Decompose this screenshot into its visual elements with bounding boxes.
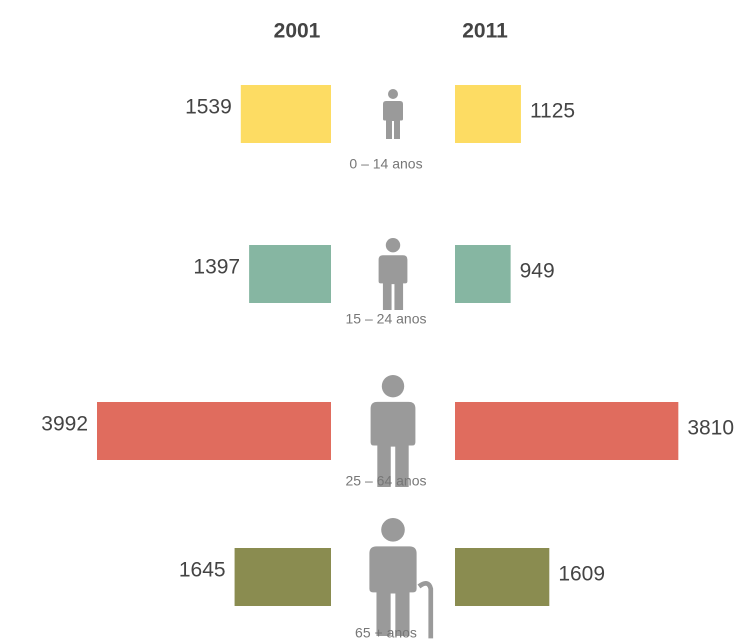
icon-body: [383, 101, 403, 139]
icon-body: [378, 255, 408, 310]
person-icon: [378, 238, 408, 310]
bar: [455, 402, 679, 460]
bar: [240, 85, 331, 143]
person-icon: [370, 375, 416, 487]
bar: [455, 245, 511, 303]
value-label: 3810: [687, 417, 734, 440]
bar: [249, 245, 331, 303]
icon-body: [369, 546, 417, 636]
icon-body: [370, 401, 416, 487]
person-icon: [369, 518, 434, 639]
icon-head: [381, 518, 405, 542]
series-label: 2001: [274, 20, 321, 43]
bar: [97, 402, 331, 460]
category-label: 0 – 14 anos: [349, 156, 422, 172]
bar: [455, 548, 550, 606]
person-icon: [383, 89, 403, 139]
category-label: 25 – 64 anos: [346, 473, 427, 489]
icon-cane: [417, 581, 434, 639]
icon-head: [385, 238, 401, 253]
category-label: 65 + anos: [355, 625, 417, 641]
icon-head: [388, 89, 398, 99]
value-label: 949: [520, 260, 555, 283]
value-label: 1609: [558, 563, 605, 586]
icon-head: [381, 375, 405, 398]
bar: [455, 85, 521, 143]
bar: [234, 548, 331, 606]
series-label: 2011: [462, 20, 508, 43]
value-label: 3992: [41, 413, 88, 436]
value-label: 1645: [179, 559, 226, 582]
value-label: 1125: [530, 100, 575, 123]
category-label: 15 – 24 anos: [346, 311, 427, 327]
value-label: 1397: [193, 256, 240, 279]
value-label: 1539: [185, 96, 232, 119]
